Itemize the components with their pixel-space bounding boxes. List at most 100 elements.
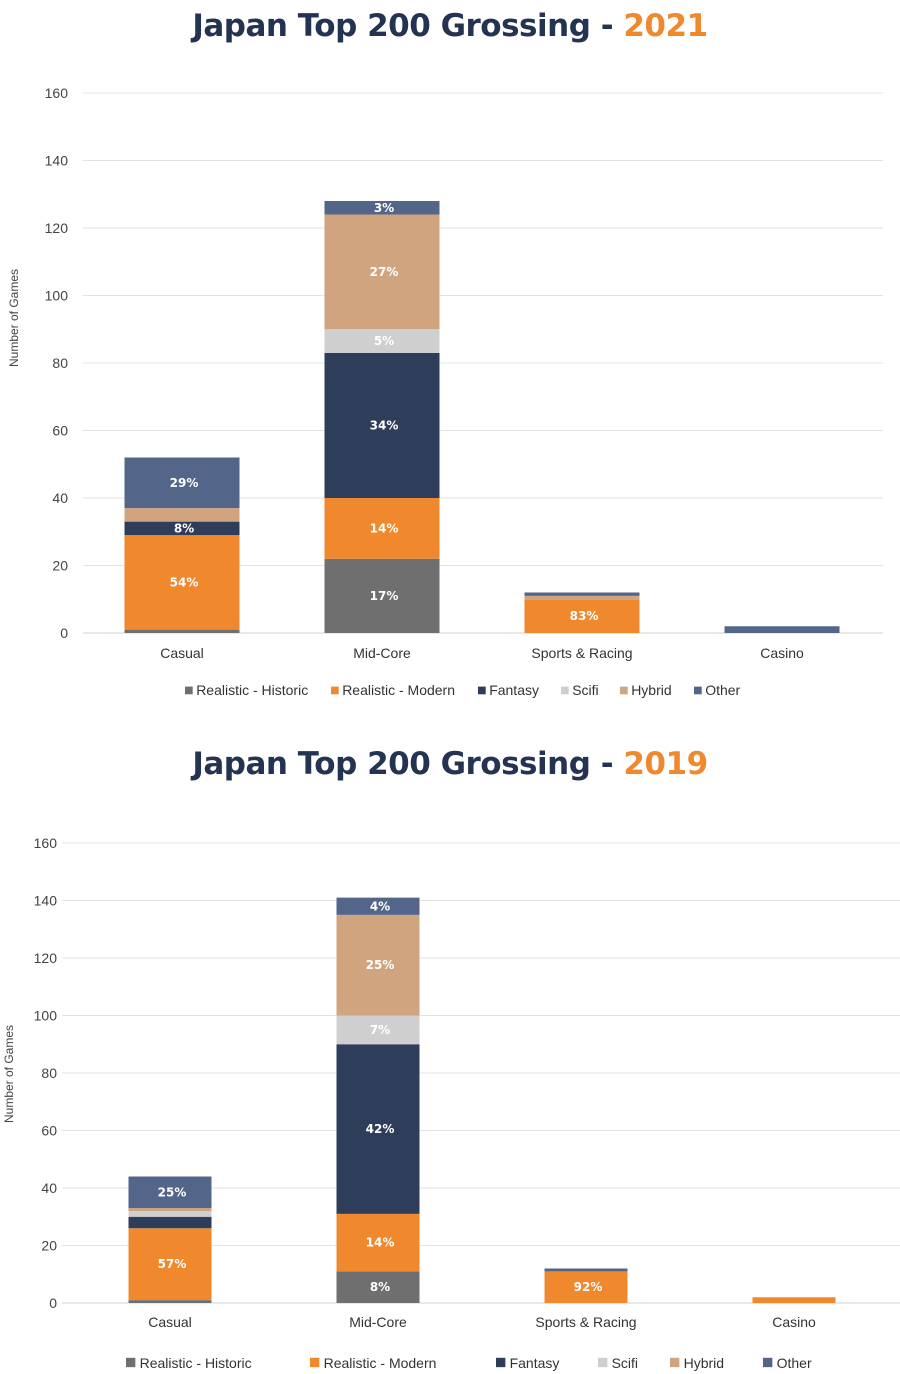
x-category-label: Sports & Racing bbox=[535, 1314, 636, 1330]
legend-label: Hybrid bbox=[684, 1355, 724, 1371]
y-tick-label: 0 bbox=[60, 625, 68, 641]
title-text: Japan Top 200 Grossing - bbox=[192, 8, 624, 44]
bar-segment bbox=[128, 1208, 212, 1211]
legend-swatch bbox=[598, 1357, 608, 1368]
data-label: 83% bbox=[570, 609, 599, 623]
legend-swatch bbox=[620, 686, 628, 695]
bar-segment bbox=[124, 521, 240, 536]
legend-swatch bbox=[185, 686, 193, 695]
y-tick-label: 80 bbox=[41, 1065, 57, 1081]
bar-segment bbox=[324, 214, 440, 330]
y-tick-label: 100 bbox=[45, 288, 69, 304]
y-tick-label: 140 bbox=[34, 893, 58, 909]
bar-segment bbox=[124, 457, 240, 509]
bar-segment bbox=[128, 1300, 212, 1303]
data-label: 27% bbox=[370, 265, 399, 279]
y-tick-label: 140 bbox=[45, 153, 69, 169]
y-tick-label: 100 bbox=[34, 1008, 58, 1024]
chart-2021: 0 20 40 60 80 100 120 140 160 Number of Games 54% 8… bbox=[7, 85, 883, 698]
legend-label: Fantasy bbox=[489, 682, 539, 698]
bar-segment bbox=[124, 535, 240, 630]
data-label: 14% bbox=[366, 1236, 395, 1250]
y-tick-label: 120 bbox=[34, 950, 58, 966]
bar-segment bbox=[324, 352, 440, 498]
legend-label: Hybrid bbox=[631, 682, 671, 698]
title-year: 2021 bbox=[623, 8, 708, 44]
y-tick-label: 120 bbox=[45, 220, 69, 236]
y-tick-label: 80 bbox=[52, 355, 68, 371]
bar-segment bbox=[128, 1216, 212, 1229]
data-label: 4% bbox=[370, 899, 390, 913]
legend-label: Fantasy bbox=[510, 1355, 560, 1371]
legend-label: Realistic - Modern bbox=[324, 1355, 437, 1371]
legend-swatch bbox=[561, 686, 569, 695]
y-tick-label: 160 bbox=[34, 835, 58, 851]
bar-segment bbox=[544, 1271, 628, 1303]
data-label: 54% bbox=[170, 575, 199, 589]
y-tick-label: 20 bbox=[52, 558, 68, 574]
x-category-label: Casual bbox=[148, 1314, 192, 1330]
x-category-label: Mid-Core bbox=[349, 1314, 407, 1330]
x-category-label: Mid-Core bbox=[353, 645, 411, 661]
data-label: 34% bbox=[370, 418, 399, 432]
y-tick-label: 40 bbox=[52, 490, 68, 506]
y-tick-label: 60 bbox=[41, 1123, 57, 1139]
legend-swatch bbox=[331, 686, 339, 695]
y-axis-label: Number of Games bbox=[2, 1025, 16, 1123]
y-tick-label: 160 bbox=[45, 85, 69, 101]
bar-segment bbox=[324, 201, 440, 215]
legend-swatch bbox=[496, 1357, 506, 1368]
data-label: 25% bbox=[366, 958, 395, 972]
data-label: 29% bbox=[170, 476, 199, 490]
data-label: 92% bbox=[574, 1280, 603, 1294]
chart-title-2021: Japan Top 200 Grossing - 2021 bbox=[0, 8, 900, 44]
legend-label: Scifi bbox=[612, 1355, 638, 1371]
legend-swatch bbox=[763, 1357, 773, 1368]
legend-label: Realistic - Historic bbox=[196, 682, 308, 698]
legend-swatch bbox=[670, 1357, 680, 1368]
y-tick-label: 60 bbox=[52, 423, 68, 439]
bar-segment bbox=[324, 498, 440, 559]
bar-segment bbox=[724, 626, 840, 633]
legend-label: Realistic - Modern bbox=[342, 682, 455, 698]
x-category-label: Casual bbox=[160, 645, 204, 661]
data-label: 5% bbox=[374, 334, 394, 348]
data-label: 14% bbox=[370, 521, 399, 535]
bar-segment bbox=[128, 1228, 212, 1301]
bar-segment bbox=[336, 1044, 420, 1214]
data-label: 3% bbox=[374, 201, 394, 215]
bar-segment bbox=[324, 329, 440, 353]
bar-segment bbox=[336, 897, 420, 915]
bar-segment bbox=[524, 599, 640, 633]
bar-segment bbox=[336, 1015, 420, 1045]
bar-segment bbox=[544, 1268, 628, 1272]
y-tick-label: 40 bbox=[41, 1180, 57, 1196]
legend-label: Scifi bbox=[572, 682, 598, 698]
legend-swatch bbox=[126, 1357, 136, 1368]
chart-2019: 0 20 40 60 80 100 120 140 160 Number of Games 57% 2… bbox=[2, 835, 900, 1371]
x-category-label: Casino bbox=[772, 1314, 816, 1330]
chart-title-2019: Japan Top 200 Grossing - 2019 bbox=[0, 746, 900, 782]
title-text: Japan Top 200 Grossing - bbox=[192, 746, 624, 782]
bar-segment bbox=[128, 1176, 212, 1209]
data-label: 8% bbox=[174, 521, 194, 535]
legend-label: Realistic - Historic bbox=[140, 1355, 252, 1371]
bar-segment bbox=[324, 558, 440, 633]
data-label: 17% bbox=[370, 589, 399, 603]
bar-segment bbox=[336, 1213, 420, 1272]
bar-segment bbox=[336, 914, 420, 1016]
title-year: 2019 bbox=[623, 746, 708, 782]
bar-segment bbox=[752, 1297, 836, 1303]
data-label: 57% bbox=[158, 1257, 187, 1271]
data-label: 42% bbox=[366, 1122, 395, 1136]
y-axis-label: Number of Games bbox=[7, 269, 21, 367]
x-category-label: Sports & Racing bbox=[531, 645, 632, 661]
bar-segment bbox=[524, 595, 640, 600]
bar-segment bbox=[524, 592, 640, 596]
legend-swatch bbox=[310, 1357, 320, 1368]
legend-label: Other bbox=[705, 682, 740, 698]
legend-swatch bbox=[478, 686, 486, 695]
y-tick-label: 0 bbox=[49, 1295, 57, 1311]
bar-segment bbox=[128, 1211, 212, 1217]
bar-segment bbox=[124, 629, 240, 633]
